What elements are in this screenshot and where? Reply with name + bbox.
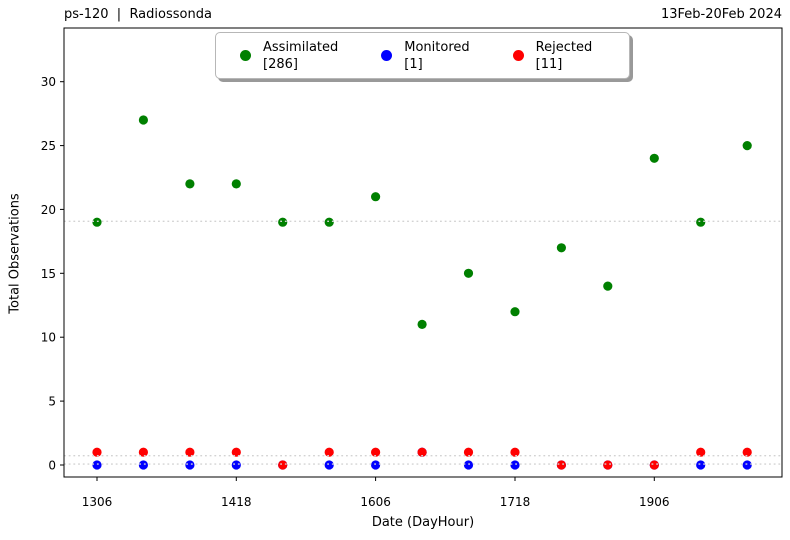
data-point-rejected <box>510 447 520 457</box>
y-tick-label: 20 <box>41 203 56 217</box>
data-point-rejected <box>185 447 195 457</box>
assimilated-marker-icon <box>240 50 251 61</box>
data-point-assimilated <box>278 217 288 227</box>
date-range-label: 13Feb-20Feb 2024 <box>660 7 782 22</box>
data-point-rejected <box>92 447 102 457</box>
y-tick-label: 10 <box>41 331 56 345</box>
data-point-assimilated <box>649 153 659 163</box>
data-point-rejected <box>649 460 659 470</box>
y-tick-label: 25 <box>41 139 56 153</box>
data-point-assimilated <box>324 217 334 227</box>
data-point-monitored <box>463 460 474 470</box>
data-point-rejected <box>138 447 148 457</box>
data-point-rejected <box>696 447 706 457</box>
data-point-assimilated <box>556 243 567 253</box>
y-tick-label: 15 <box>41 267 56 281</box>
legend-label-monitored: Monitored <box>404 39 470 55</box>
monitored-marker-icon <box>381 50 393 61</box>
data-point-assimilated <box>231 179 241 189</box>
data-point-monitored <box>138 460 148 470</box>
data-point-monitored <box>231 460 241 470</box>
data-point-rejected <box>417 447 427 457</box>
data-point-assimilated <box>510 307 520 317</box>
legend-entry-monitored: Monitored [1] <box>381 39 470 73</box>
x-tick-label: 1418 <box>221 495 252 509</box>
data-point-monitored <box>696 460 706 470</box>
data-point-rejected <box>463 447 474 457</box>
legend-count-rejected: [11] <box>535 56 563 72</box>
data-point-rejected <box>371 447 381 457</box>
legend-entry-label: Rejected [11] <box>536 39 593 73</box>
data-point-assimilated <box>742 141 752 151</box>
legend-entry-rejected: Rejected [11] <box>512 39 593 73</box>
data-point-assimilated <box>463 268 474 278</box>
y-tick-label: 30 <box>41 75 56 89</box>
data-point-rejected <box>324 447 334 457</box>
data-point-monitored <box>371 460 381 470</box>
data-point-rejected <box>603 460 613 470</box>
data-point-assimilated <box>371 192 381 202</box>
data-point-monitored <box>92 460 102 470</box>
data-point-assimilated <box>92 217 102 227</box>
y-tick-label: 0 <box>48 459 56 473</box>
data-point-rejected <box>231 447 241 457</box>
data-point-assimilated <box>603 281 613 291</box>
data-point-assimilated <box>417 319 427 329</box>
legend-entry-label: Assimilated [286] <box>263 39 338 73</box>
data-point-assimilated <box>138 115 148 125</box>
legend-label-rejected: Rejected <box>535 39 593 55</box>
data-point-rejected <box>556 460 567 470</box>
legend-box: Assimilated [286] Monitored [1] Rejected… <box>215 32 630 79</box>
legend-count-assimilated: [286] <box>263 56 298 72</box>
data-point-rejected <box>742 447 752 457</box>
x-axis-label: Date (DayHour) <box>371 515 475 530</box>
data-point-assimilated <box>185 179 195 189</box>
legend-entry-label: Monitored [1] <box>404 39 469 73</box>
data-point-monitored <box>324 460 334 470</box>
data-point-monitored <box>185 460 195 470</box>
data-point-monitored <box>510 460 520 470</box>
legend-count-monitored: [1] <box>404 56 423 72</box>
x-tick-label: 1606 <box>360 495 391 509</box>
x-tick-label: 1906 <box>639 495 670 509</box>
plot-border <box>63 27 783 478</box>
legend-label-assimilated: Assimilated <box>263 39 339 55</box>
chart-title: ps-120 | Radiossonda <box>64 7 212 22</box>
x-tick-label: 1718 <box>500 495 531 509</box>
data-point-monitored <box>742 460 752 470</box>
y-tick-label: 5 <box>48 395 56 409</box>
x-tick-label: 1306 <box>82 495 113 509</box>
legend-entry-assimilated: Assimilated [286] <box>240 39 338 73</box>
rejected-marker-icon <box>512 50 524 61</box>
data-point-assimilated <box>696 217 706 227</box>
data-point-rejected <box>278 460 288 470</box>
